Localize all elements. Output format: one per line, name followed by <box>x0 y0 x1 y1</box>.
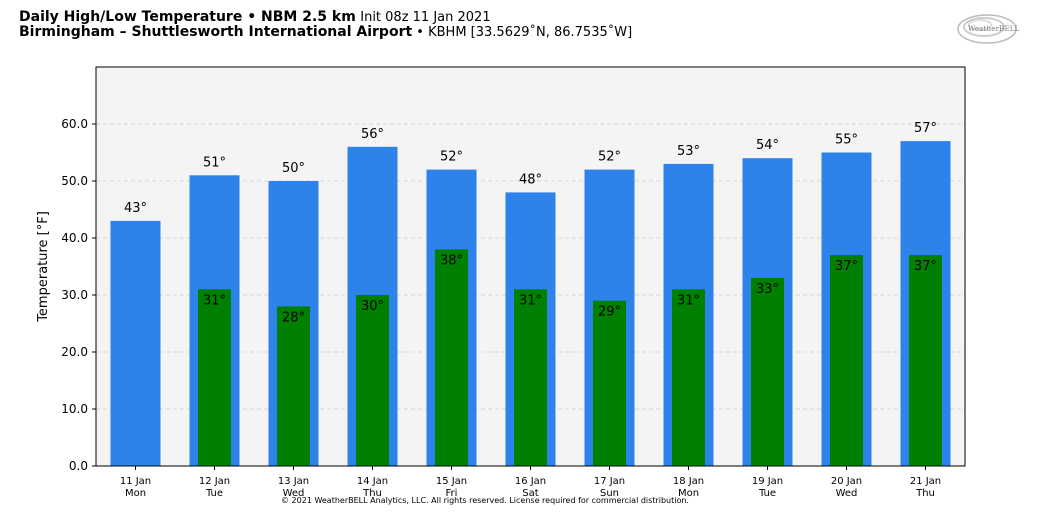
low-temp-bar <box>435 249 468 466</box>
low-temp-bar <box>909 255 942 466</box>
low-temp-bar <box>751 277 784 466</box>
high-temp-label: 48° <box>519 172 542 187</box>
high-temp-label: 56° <box>361 127 384 142</box>
x-tick-label-weekday: Thu <box>915 488 935 499</box>
x-tick-label-weekday: Wed <box>836 488 858 499</box>
high-temp-label: 52° <box>440 150 463 165</box>
high-temp-label: 55° <box>835 133 858 148</box>
high-temp-label: 54° <box>756 138 779 153</box>
y-tick-label: 60.0 <box>61 117 88 131</box>
low-temp-label: 38° <box>440 253 463 268</box>
low-temp-label: 31° <box>519 293 542 308</box>
location-name: Birmingham – Shuttlesworth International… <box>19 24 413 40</box>
weatherbell-logo: WeatherBELL <box>956 13 1020 45</box>
low-temp-label: 37° <box>835 259 858 274</box>
location-coords: • KBHM [33.5629˚N, 86.7535˚W] <box>412 25 633 40</box>
x-tick-label-date: 11 Jan <box>120 476 151 487</box>
x-tick-label-date: 18 Jan <box>673 476 704 487</box>
x-tick-label-weekday: Sun <box>600 488 619 499</box>
low-temp-bar <box>672 289 705 466</box>
title-main: Daily High/Low Temperature • NBM 2.5 km <box>19 9 356 25</box>
low-temp-label: 28° <box>282 310 305 325</box>
x-tick-label-weekday: Wed <box>283 488 305 499</box>
low-temp-label: 29° <box>598 305 621 320</box>
logo-swirl-icon <box>957 14 1017 44</box>
low-temp-label: 31° <box>677 293 700 308</box>
x-tick-label-weekday: Thu <box>362 488 382 499</box>
x-tick-label-date: 13 Jan <box>278 476 309 487</box>
low-temp-bar <box>514 289 547 466</box>
x-tick-label-weekday: Tue <box>758 488 776 499</box>
x-tick-label-date: 16 Jan <box>515 476 546 487</box>
chart-subtitle: Birmingham – Shuttlesworth International… <box>19 24 632 40</box>
low-temp-label: 37° <box>914 259 937 274</box>
y-tick-label: 10.0 <box>61 402 88 416</box>
y-tick-label: 20.0 <box>61 345 88 359</box>
y-tick-label: 50.0 <box>61 174 88 188</box>
low-temp-bar <box>356 295 389 466</box>
y-tick-label: 0.0 <box>69 459 88 473</box>
x-tick-label-date: 12 Jan <box>199 476 230 487</box>
x-tick-label-weekday: Mon <box>125 488 146 499</box>
high-temp-label: 52° <box>598 150 621 165</box>
chart-title: Daily High/Low Temperature • NBM 2.5 km … <box>19 9 491 25</box>
low-temp-bar <box>277 306 310 466</box>
plot-frame <box>95 66 966 467</box>
low-temp-label: 33° <box>756 282 779 297</box>
x-tick-label-weekday: Tue <box>205 488 223 499</box>
x-tick-label-date: 21 Jan <box>910 476 941 487</box>
x-tick-label-date: 20 Jan <box>831 476 862 487</box>
high-temp-label: 57° <box>914 121 937 136</box>
high-temp-label: 50° <box>282 161 305 176</box>
title-init: Init 08z 11 Jan 2021 <box>360 10 491 25</box>
y-tick-label: 40.0 <box>61 231 88 245</box>
logo-text: WeatherBELL <box>968 25 1020 33</box>
low-temp-bar <box>593 300 626 466</box>
x-tick-label-date: 17 Jan <box>594 476 625 487</box>
high-temp-label: 51° <box>203 155 226 170</box>
low-temp-label: 30° <box>361 299 384 314</box>
y-tick-label: 30.0 <box>61 288 88 302</box>
high-temp-label: 43° <box>124 201 147 216</box>
y-axis-label: Temperature [°F] <box>36 211 51 323</box>
x-tick-label-date: 15 Jan <box>436 476 467 487</box>
high-temp-bar <box>110 220 161 466</box>
x-tick-label-date: 19 Jan <box>752 476 783 487</box>
x-tick-label-weekday: Mon <box>678 488 699 499</box>
x-tick-label-date: 14 Jan <box>357 476 388 487</box>
low-temp-bar <box>830 255 863 466</box>
low-temp-bar <box>198 289 231 466</box>
x-tick-label-weekday: Fri <box>446 488 458 499</box>
high-temp-label: 53° <box>677 144 700 159</box>
x-tick-label-weekday: Sat <box>522 488 538 499</box>
low-temp-label: 31° <box>203 293 226 308</box>
copyright-notice: © 2021 WeatherBELL Analytics, LLC. All r… <box>281 496 689 505</box>
